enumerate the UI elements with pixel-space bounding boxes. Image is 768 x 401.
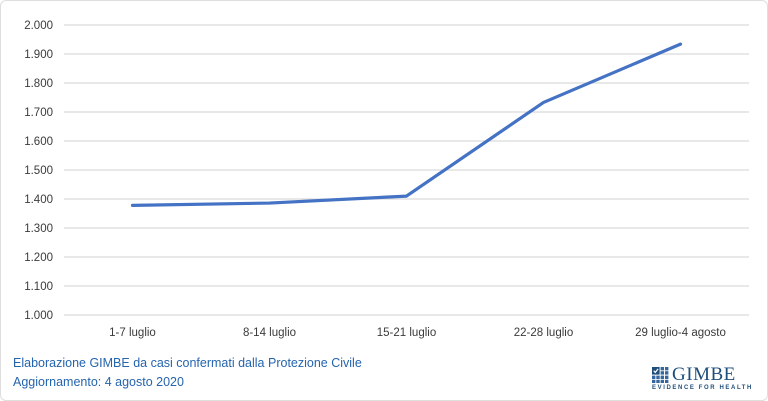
y-tick-label: 1.800 xyxy=(24,78,53,90)
x-tick-label: 22-28 luglio xyxy=(514,327,573,339)
y-tick-label: 1.900 xyxy=(24,49,53,61)
y-tick-label: 1.300 xyxy=(24,223,53,235)
x-tick-label: 15-21 luglio xyxy=(377,327,436,339)
x-tick-label: 1-7 luglio xyxy=(109,327,156,339)
y-tick-label: 2.000 xyxy=(24,20,53,32)
gimbe-logo-icon xyxy=(652,367,669,383)
y-tick-label: 1.400 xyxy=(24,194,53,206)
x-tick-label: 8-14 luglio xyxy=(243,327,296,339)
x-tick-label: 29 luglio-4 agosto xyxy=(635,327,726,339)
chart-footnote: Elaborazione GIMBE da casi confermati da… xyxy=(13,354,362,392)
gimbe-tagline: EVIDENCE FOR HEALTH xyxy=(652,385,753,391)
gimbe-wordmark: GIMBE xyxy=(672,364,736,385)
y-tick-label: 1.200 xyxy=(24,252,53,264)
y-tick-label: 1.700 xyxy=(24,107,53,119)
source-note: Elaborazione GIMBE da casi confermati da… xyxy=(13,356,362,370)
y-tick-label: 1.000 xyxy=(24,310,53,322)
data-line-series xyxy=(130,42,683,207)
y-tick-label: 1.100 xyxy=(24,281,53,293)
y-tick-label: 1.500 xyxy=(24,165,53,177)
y-tick-label: 1.600 xyxy=(24,136,53,148)
update-note: Aggiornamento: 4 agosto 2020 xyxy=(13,375,184,389)
gimbe-logo: GIMBE EVIDENCE FOR HEALTH xyxy=(652,364,753,391)
